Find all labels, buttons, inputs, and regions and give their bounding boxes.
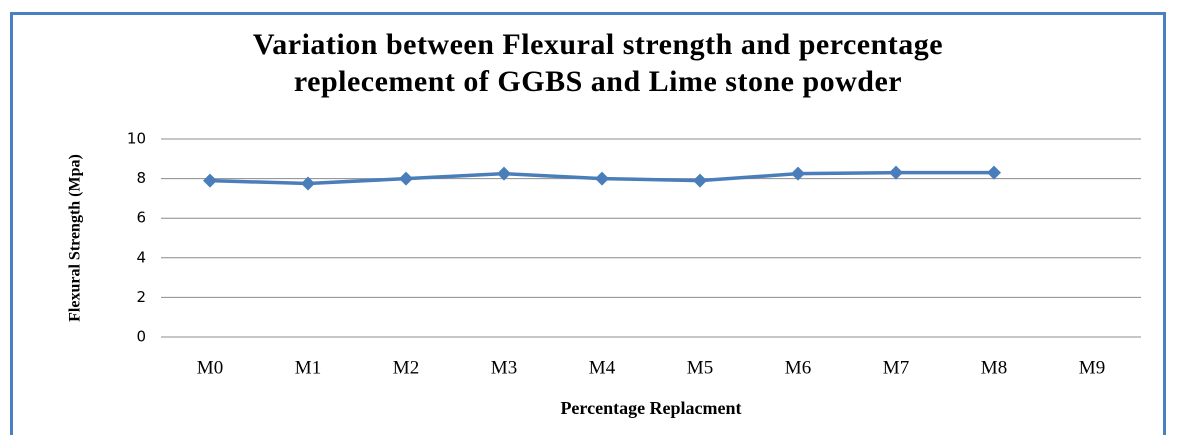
marker — [301, 176, 315, 191]
marker — [889, 165, 903, 180]
marker — [399, 171, 413, 186]
marker — [791, 166, 805, 181]
marker — [693, 173, 707, 188]
y-tick-label: 4 — [136, 248, 146, 266]
y-tick-label: 6 — [136, 209, 146, 227]
y-tick-label: 10 — [127, 130, 146, 148]
y-tick-label: 0 — [136, 328, 146, 346]
y-tick-label: 8 — [136, 169, 146, 187]
chart-frame — [10, 12, 1166, 435]
x-tick-label: M6 — [785, 357, 811, 378]
x-tick-label: M4 — [589, 357, 616, 378]
marker — [203, 173, 217, 188]
chart-title: Variation between Flexural strength and … — [252, 28, 944, 98]
x-tick-label: M8 — [981, 357, 1007, 378]
marker — [497, 166, 511, 181]
x-tick-label: M0 — [197, 357, 223, 378]
x-tick-label: M2 — [393, 357, 419, 378]
x-tick-label: M5 — [687, 357, 713, 378]
x-tick-label: M9 — [1079, 357, 1105, 378]
marker — [987, 165, 1001, 180]
x-tick-label: M3 — [491, 357, 517, 378]
x-tick-label: M7 — [883, 357, 909, 378]
x-tick-label: M1 — [295, 357, 321, 378]
y-tick-label: 2 — [136, 288, 146, 306]
marker — [595, 171, 609, 186]
x-axis-label: Percentage Replacment — [560, 398, 741, 418]
y-axis-label: Flexural Strength (Mpa) — [67, 154, 84, 322]
